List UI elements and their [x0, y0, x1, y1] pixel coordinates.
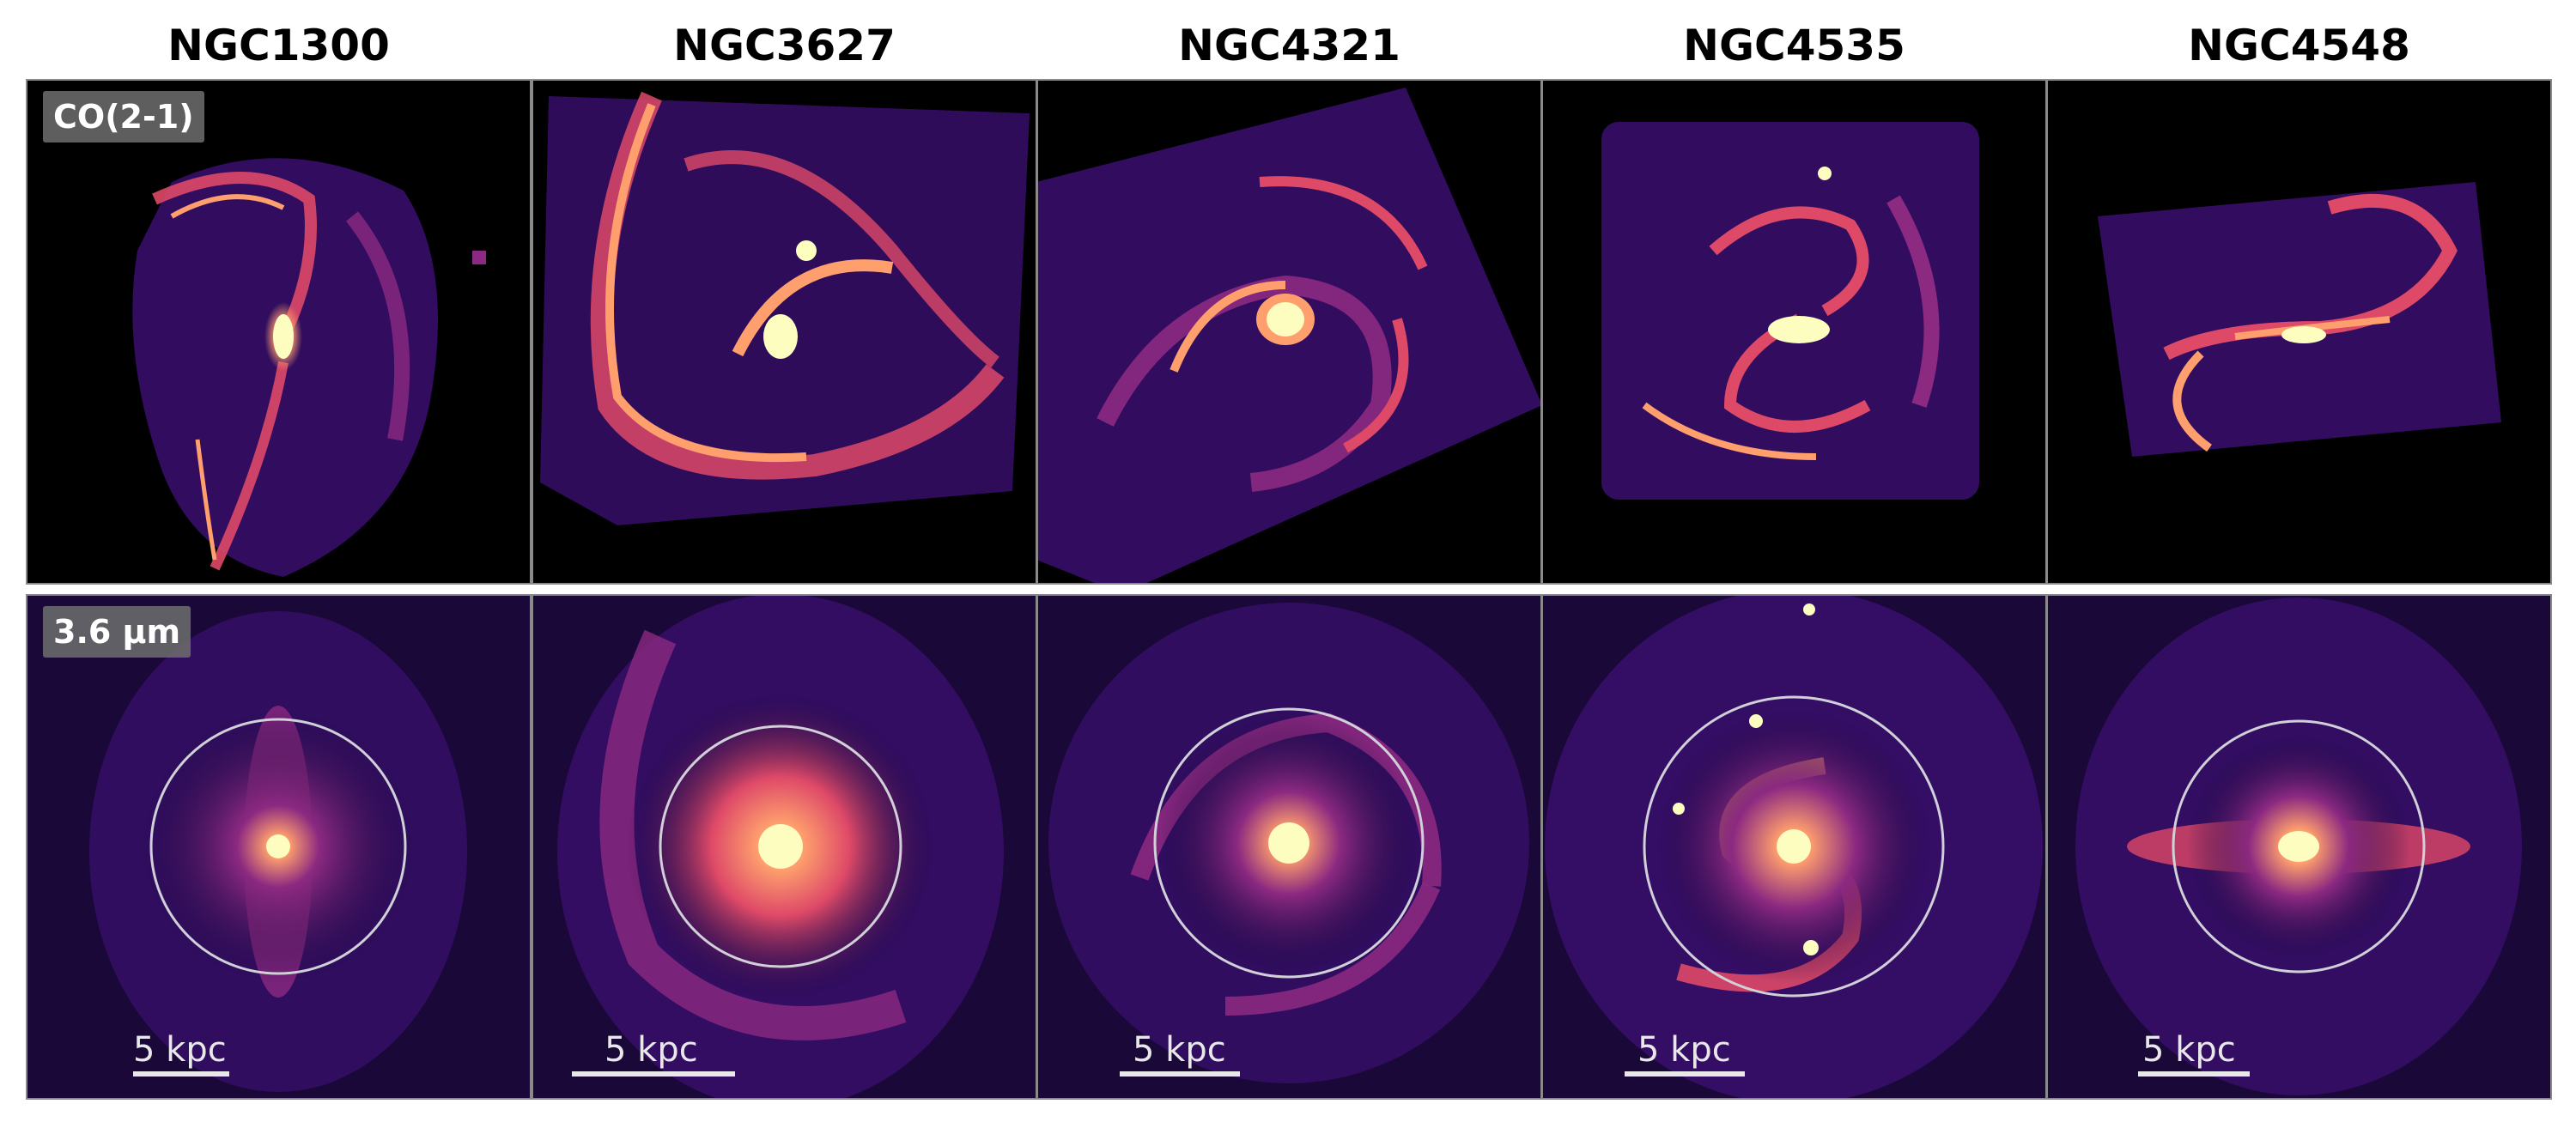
co-panel-ngc1300: CO(2-1): [26, 79, 532, 585]
co-map-ngc4321: [1036, 88, 1542, 585]
aperture-circle: [2172, 719, 2426, 973]
co-map-ngc4535: [1601, 122, 1979, 500]
scale-label-ngc3627: 5 kpc: [605, 1030, 698, 1070]
scale-label-ngc4321: 5 kpc: [1133, 1030, 1226, 1070]
scale-bar-ngc4535: [1625, 1071, 1745, 1077]
ir-panel-ngc4548: 5 kpc: [2046, 594, 2552, 1100]
aperture-circle: [659, 725, 902, 968]
ir-map-ngc3627: [557, 594, 1004, 1100]
co-map-ngc3627: [540, 91, 1030, 525]
scale-bar-ngc4321: [1120, 1071, 1240, 1077]
co-map-ngc1300: [132, 158, 486, 578]
co-panel-ngc4548: [2046, 79, 2552, 585]
co-panel-ngc3627: [532, 79, 1037, 585]
scale-label-ngc4548: 5 kpc: [2142, 1030, 2236, 1070]
row-label-ir: 3.6 µm: [43, 606, 191, 658]
title-ngc4535: NGC4535: [1683, 21, 1905, 70]
title-ngc4548: NGC4548: [2188, 21, 2410, 70]
scale-bar-ngc4548: [2138, 1071, 2250, 1077]
ir-map-ngc4548: [2075, 597, 2522, 1095]
ir-map-ngc1300: [89, 611, 467, 1092]
aperture-circle: [149, 718, 407, 975]
ir-panel-ngc4535: 5 kpc: [1541, 594, 2047, 1100]
scale-bar-ngc3627: [572, 1071, 735, 1077]
co-map-ngc4548: [2098, 182, 2501, 457]
ir-panel-ngc4321: 5 kpc: [1036, 594, 1542, 1100]
ir-map-ngc4535: [1545, 594, 2043, 1100]
ir-panel-ngc3627: 5 kpc: [532, 594, 1037, 1100]
co-panel-ngc4535: [1541, 79, 2047, 585]
scale-label-ngc4535: 5 kpc: [1637, 1030, 1731, 1070]
ir-panel-ngc1300: 3.6 µm 5 kpc: [26, 594, 532, 1100]
title-ngc3627: NGC3627: [673, 21, 896, 70]
scale-bar-ngc1300: [133, 1071, 229, 1077]
aperture-circle: [1643, 695, 1945, 998]
co-panel-ngc4321: [1036, 79, 1542, 585]
title-ngc1300: NGC1300: [167, 21, 390, 70]
row-label-co: CO(2-1): [43, 91, 204, 143]
aperture-circle: [1153, 707, 1425, 979]
scale-label-ngc1300: 5 kpc: [133, 1030, 227, 1070]
title-ngc4321: NGC4321: [1178, 21, 1400, 70]
ir-map-ngc4321: [1048, 603, 1529, 1083]
